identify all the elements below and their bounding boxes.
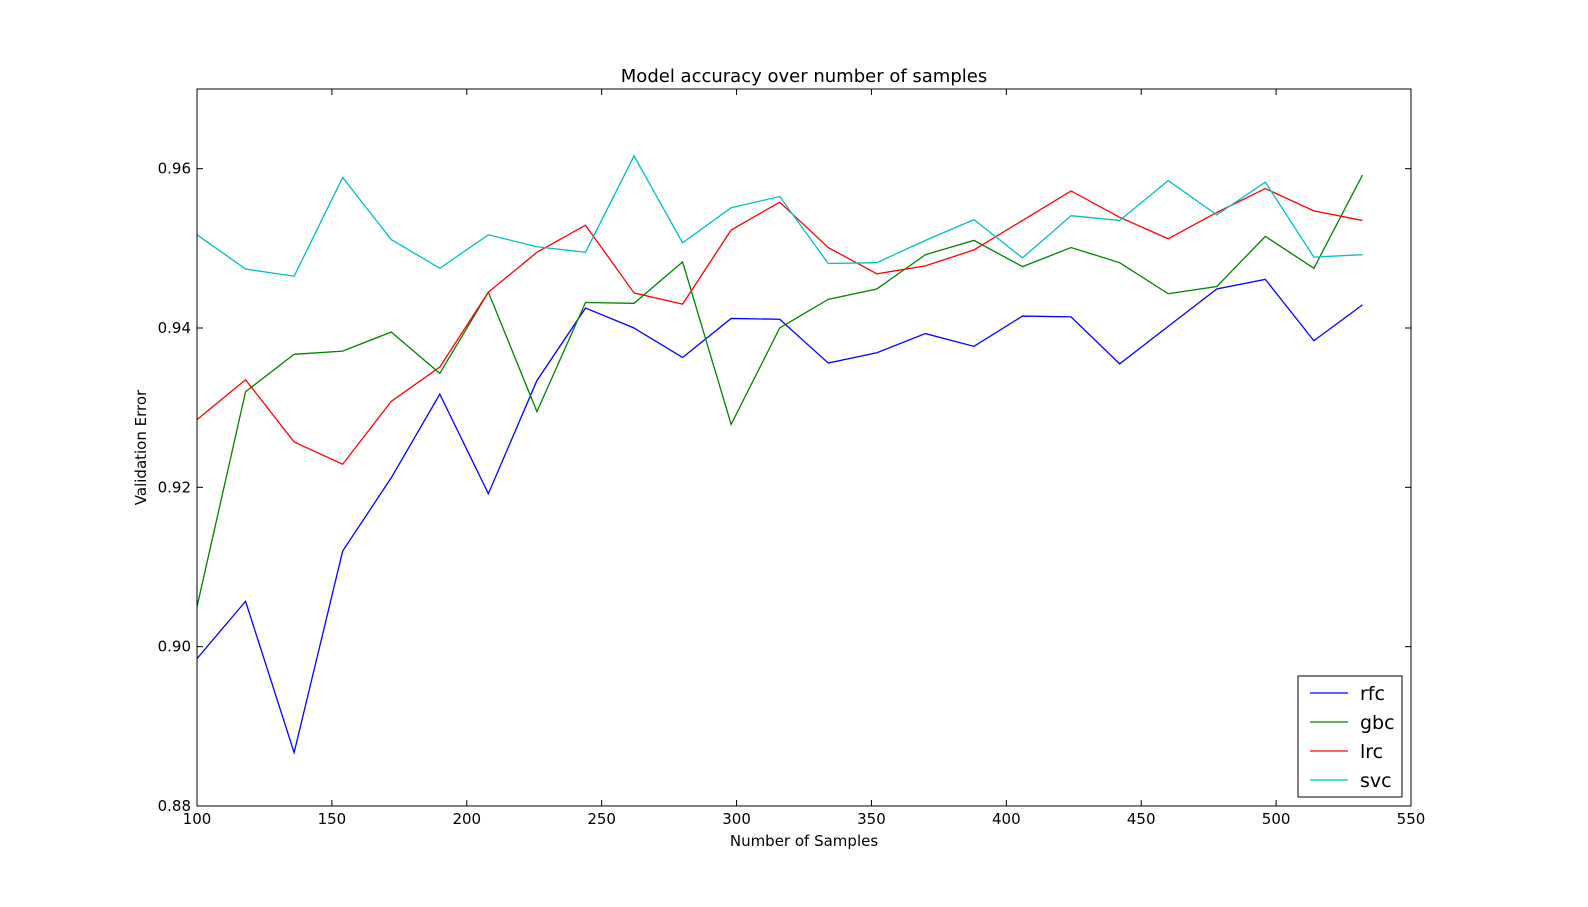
plot-background [197, 89, 1411, 806]
x-tick-label: 350 [857, 810, 886, 828]
legend-label-svc: svc [1360, 770, 1392, 792]
series-line-lrc [196, 187, 1363, 466]
plot-frame [196, 88, 1412, 807]
y-axis-label: Validation Error [132, 389, 150, 505]
legend: rfc gbc lrc svc [1297, 675, 1403, 798]
x-tick-label: 150 [318, 810, 347, 828]
legend-label-rfc: rfc [1360, 683, 1385, 705]
x-tick-label: 300 [722, 810, 751, 828]
y-tick-label: 0.88 [158, 797, 191, 815]
legend-label-lrc: lrc [1360, 741, 1383, 763]
y-tick-label: 0.94 [158, 319, 191, 337]
series-layer [196, 154, 1364, 756]
x-tick-label: 500 [1262, 810, 1291, 828]
x-tick-label: 400 [992, 810, 1021, 828]
y-tick-label: 0.92 [158, 478, 191, 496]
x-tick-label: 550 [1397, 810, 1426, 828]
series-line-gbc [196, 174, 1364, 607]
ticks-layer: 100 150 200 250 300 350 400 450 500 550 0.88 0.90 0.… [158, 89, 1426, 828]
x-tick-label: 200 [452, 810, 481, 828]
y-tick-label: 0.90 [158, 638, 191, 656]
x-tick-label: 100 [183, 810, 212, 828]
series-line-svc [196, 154, 1363, 277]
y-tick-label: 0.96 [158, 160, 191, 178]
plot-area: 100 150 200 250 300 350 400 450 500 550 0.88 0.90 0.… [158, 88, 1426, 828]
x-tick-label: 450 [1127, 810, 1156, 828]
x-tick-label: 250 [587, 810, 616, 828]
legend-label-gbc: gbc [1360, 712, 1395, 734]
x-axis-label: Number of Samples [730, 832, 878, 850]
chart-title: Model accuracy over number of samples [621, 66, 987, 87]
legend-box [1297, 675, 1403, 798]
series-line-rfc [196, 278, 1363, 756]
